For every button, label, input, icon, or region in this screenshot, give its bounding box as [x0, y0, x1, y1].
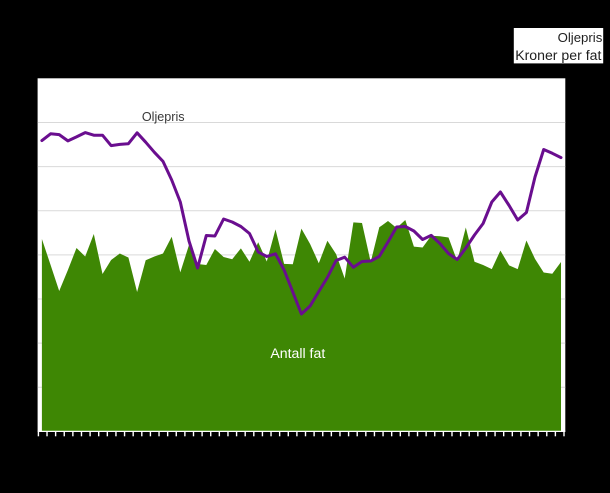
svg-text:Kroner per fat: Kroner per fat: [515, 47, 601, 63]
svg-text:Oljepris: Oljepris: [142, 110, 185, 124]
svg-text:Oljepris: Oljepris: [558, 30, 603, 45]
svg-text:Antall fat: Antall fat: [270, 345, 325, 361]
